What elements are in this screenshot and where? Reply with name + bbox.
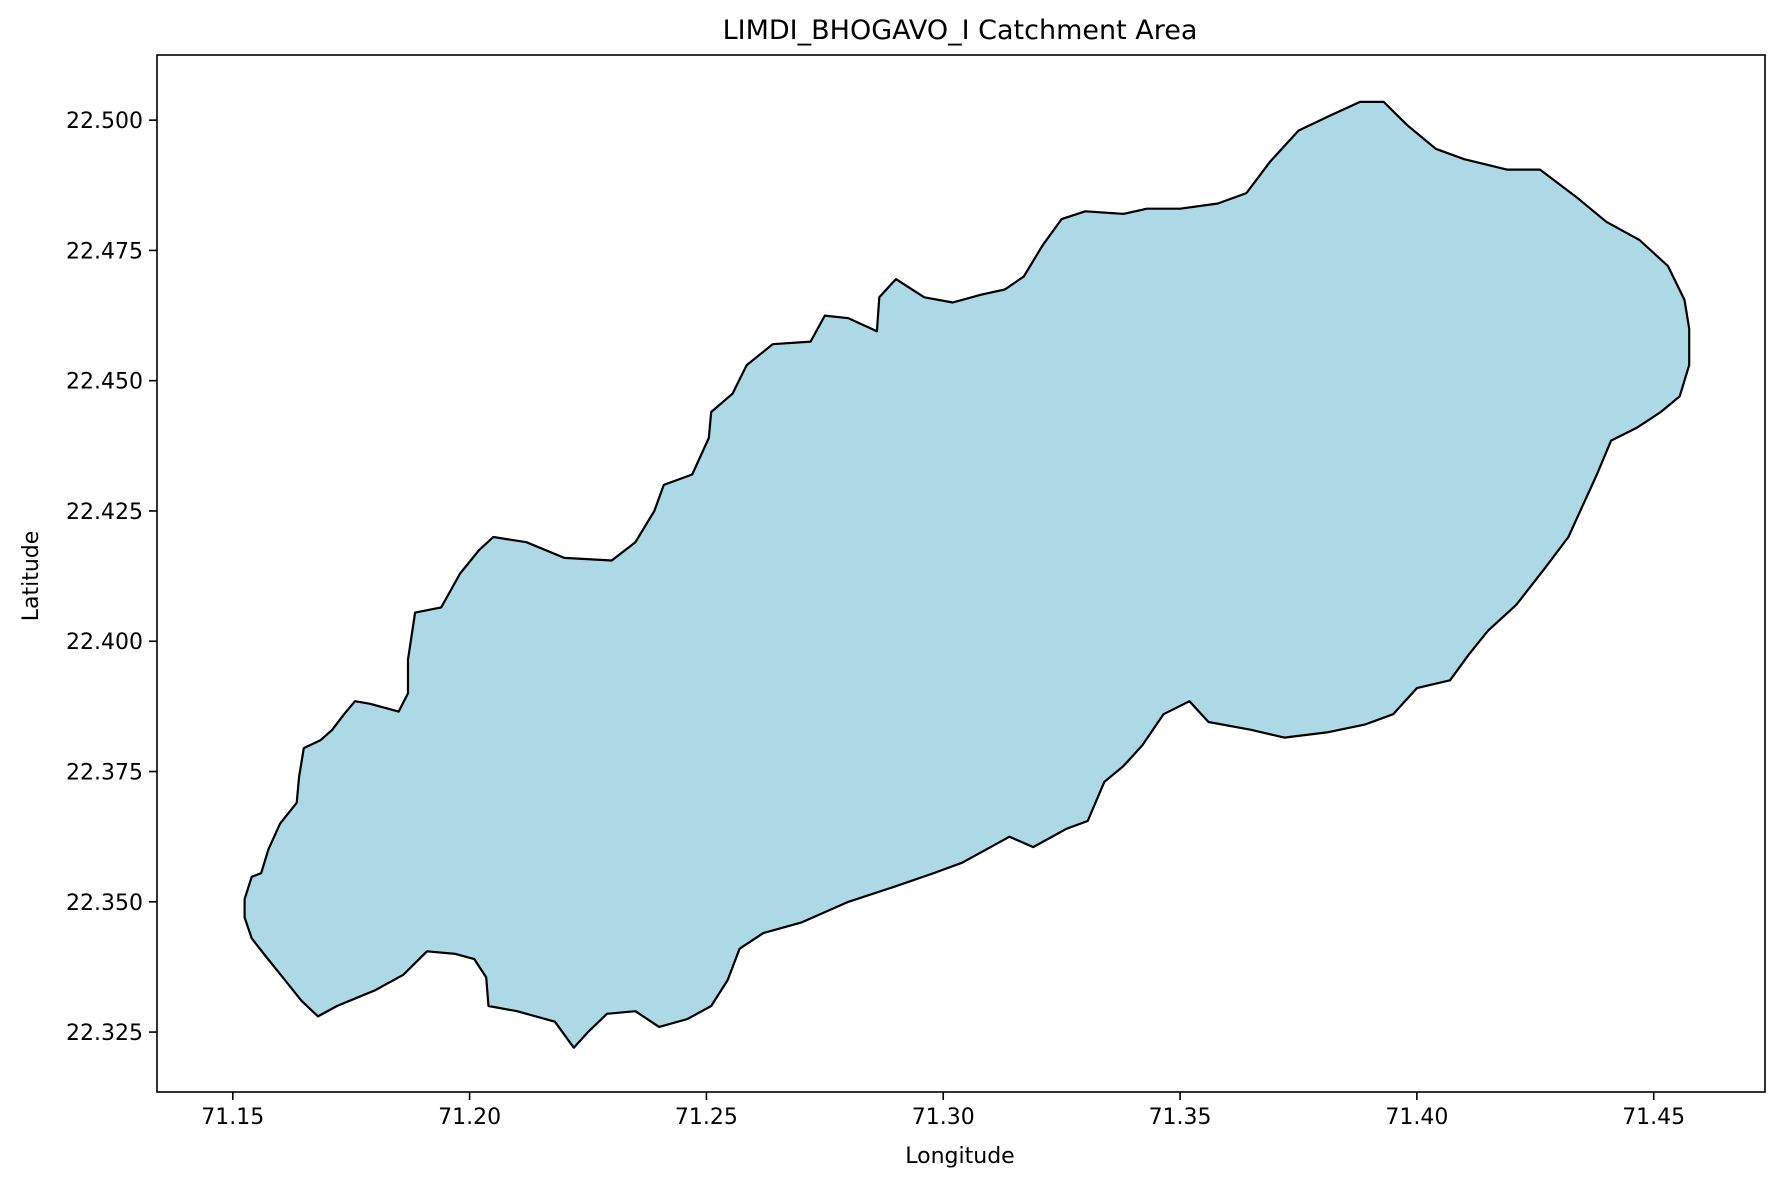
x-tick-label: 71.30	[912, 1105, 975, 1130]
x-tick-label: 71.20	[438, 1105, 501, 1130]
y-axis-label: Latitude	[19, 531, 44, 622]
y-tick-label: 22.450	[66, 370, 143, 395]
x-tick-label: 71.40	[1385, 1105, 1448, 1130]
y-tick-label: 22.425	[66, 500, 143, 525]
plot-area	[243, 100, 1691, 1049]
x-tick-label: 71.25	[675, 1105, 738, 1130]
x-tick-label: 71.45	[1622, 1105, 1685, 1130]
y-axis-ticks: 22.325 22.350 22.375 22.400 22.425 22.450 22.4…	[66, 109, 157, 1046]
x-axis-ticks: 71.15 71.20 71.25 71.30 71.35 71.40 71.45	[201, 1092, 1685, 1130]
y-tick-label: 22.325	[66, 1021, 143, 1046]
y-tick-label: 22.400	[66, 630, 143, 655]
y-tick-label: 22.375	[66, 761, 143, 786]
chart-title: LIMDI_BHOGAVO_I Catchment Area	[723, 15, 1198, 46]
x-axis-label: Longitude	[905, 1144, 1014, 1169]
y-tick-label: 22.500	[66, 109, 143, 134]
catchment-polygon	[243, 100, 1691, 1049]
axes-frame	[156, 54, 1766, 1093]
x-tick-label: 71.15	[201, 1105, 264, 1130]
y-tick-label: 22.475	[66, 239, 143, 264]
y-tick-label: 22.350	[66, 891, 143, 916]
x-tick-label: 71.35	[1149, 1105, 1212, 1130]
